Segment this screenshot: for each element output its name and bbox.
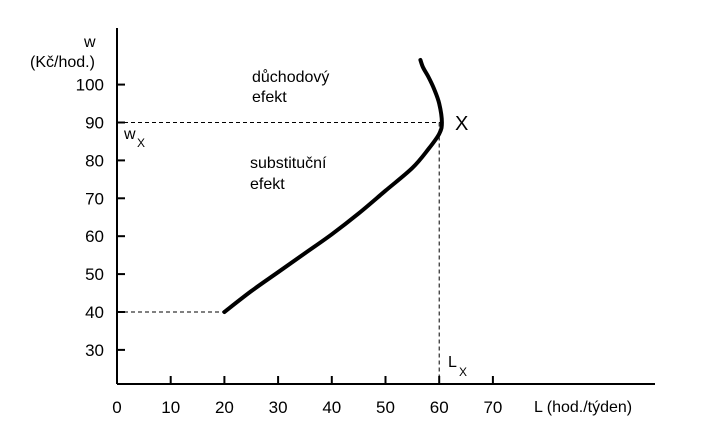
y-tick-label: 90: [85, 113, 104, 132]
wx-label: w: [123, 126, 136, 143]
y-tick-label: 80: [85, 151, 104, 170]
x-ticks: 0 10 20 30 40 50 60 70: [112, 376, 502, 417]
series-group: [222, 57, 444, 314]
reference-lines: [117, 121, 442, 384]
y-tick-label: 40: [85, 303, 104, 322]
labor-supply-curve: [222, 57, 444, 314]
x-tick-label: 40: [322, 398, 341, 417]
income-effect-label-line1: důchodový: [252, 68, 329, 86]
y-tick-label: 100: [76, 76, 104, 95]
y-tick-label: 30: [85, 341, 104, 360]
x-tick-label: 0: [112, 398, 121, 417]
lx-label: L: [448, 354, 457, 371]
x-axis-label: L (hod./týden): [534, 399, 632, 416]
y-tick-label: 50: [85, 265, 104, 284]
x-tick-label: 10: [161, 398, 180, 417]
x-tick-label: 70: [483, 398, 502, 417]
x-tick-label: 30: [269, 398, 288, 417]
y-axis-label-line1: w: [83, 34, 96, 51]
wx-subscript: X: [137, 136, 145, 150]
point-x-label: X: [455, 113, 468, 135]
y-axis-label-line2: (Kč/hod.): [30, 54, 95, 71]
axes: [116, 28, 655, 385]
lx-subscript: X: [459, 365, 467, 379]
income-effect-label-line2: efekt: [252, 89, 287, 106]
y-tick-label: 70: [85, 189, 104, 208]
x-tick-label: 20: [215, 398, 234, 417]
substitution-effect-label-line1: substituční: [250, 155, 327, 172]
x-tick-label: 60: [430, 398, 449, 417]
y-ticks: 30 40 50 60 70 80 90 100: [76, 76, 125, 360]
x-tick-label: 50: [376, 398, 395, 417]
substitution-effect-label-line2: efekt: [250, 176, 285, 193]
y-tick-label: 60: [85, 227, 104, 246]
